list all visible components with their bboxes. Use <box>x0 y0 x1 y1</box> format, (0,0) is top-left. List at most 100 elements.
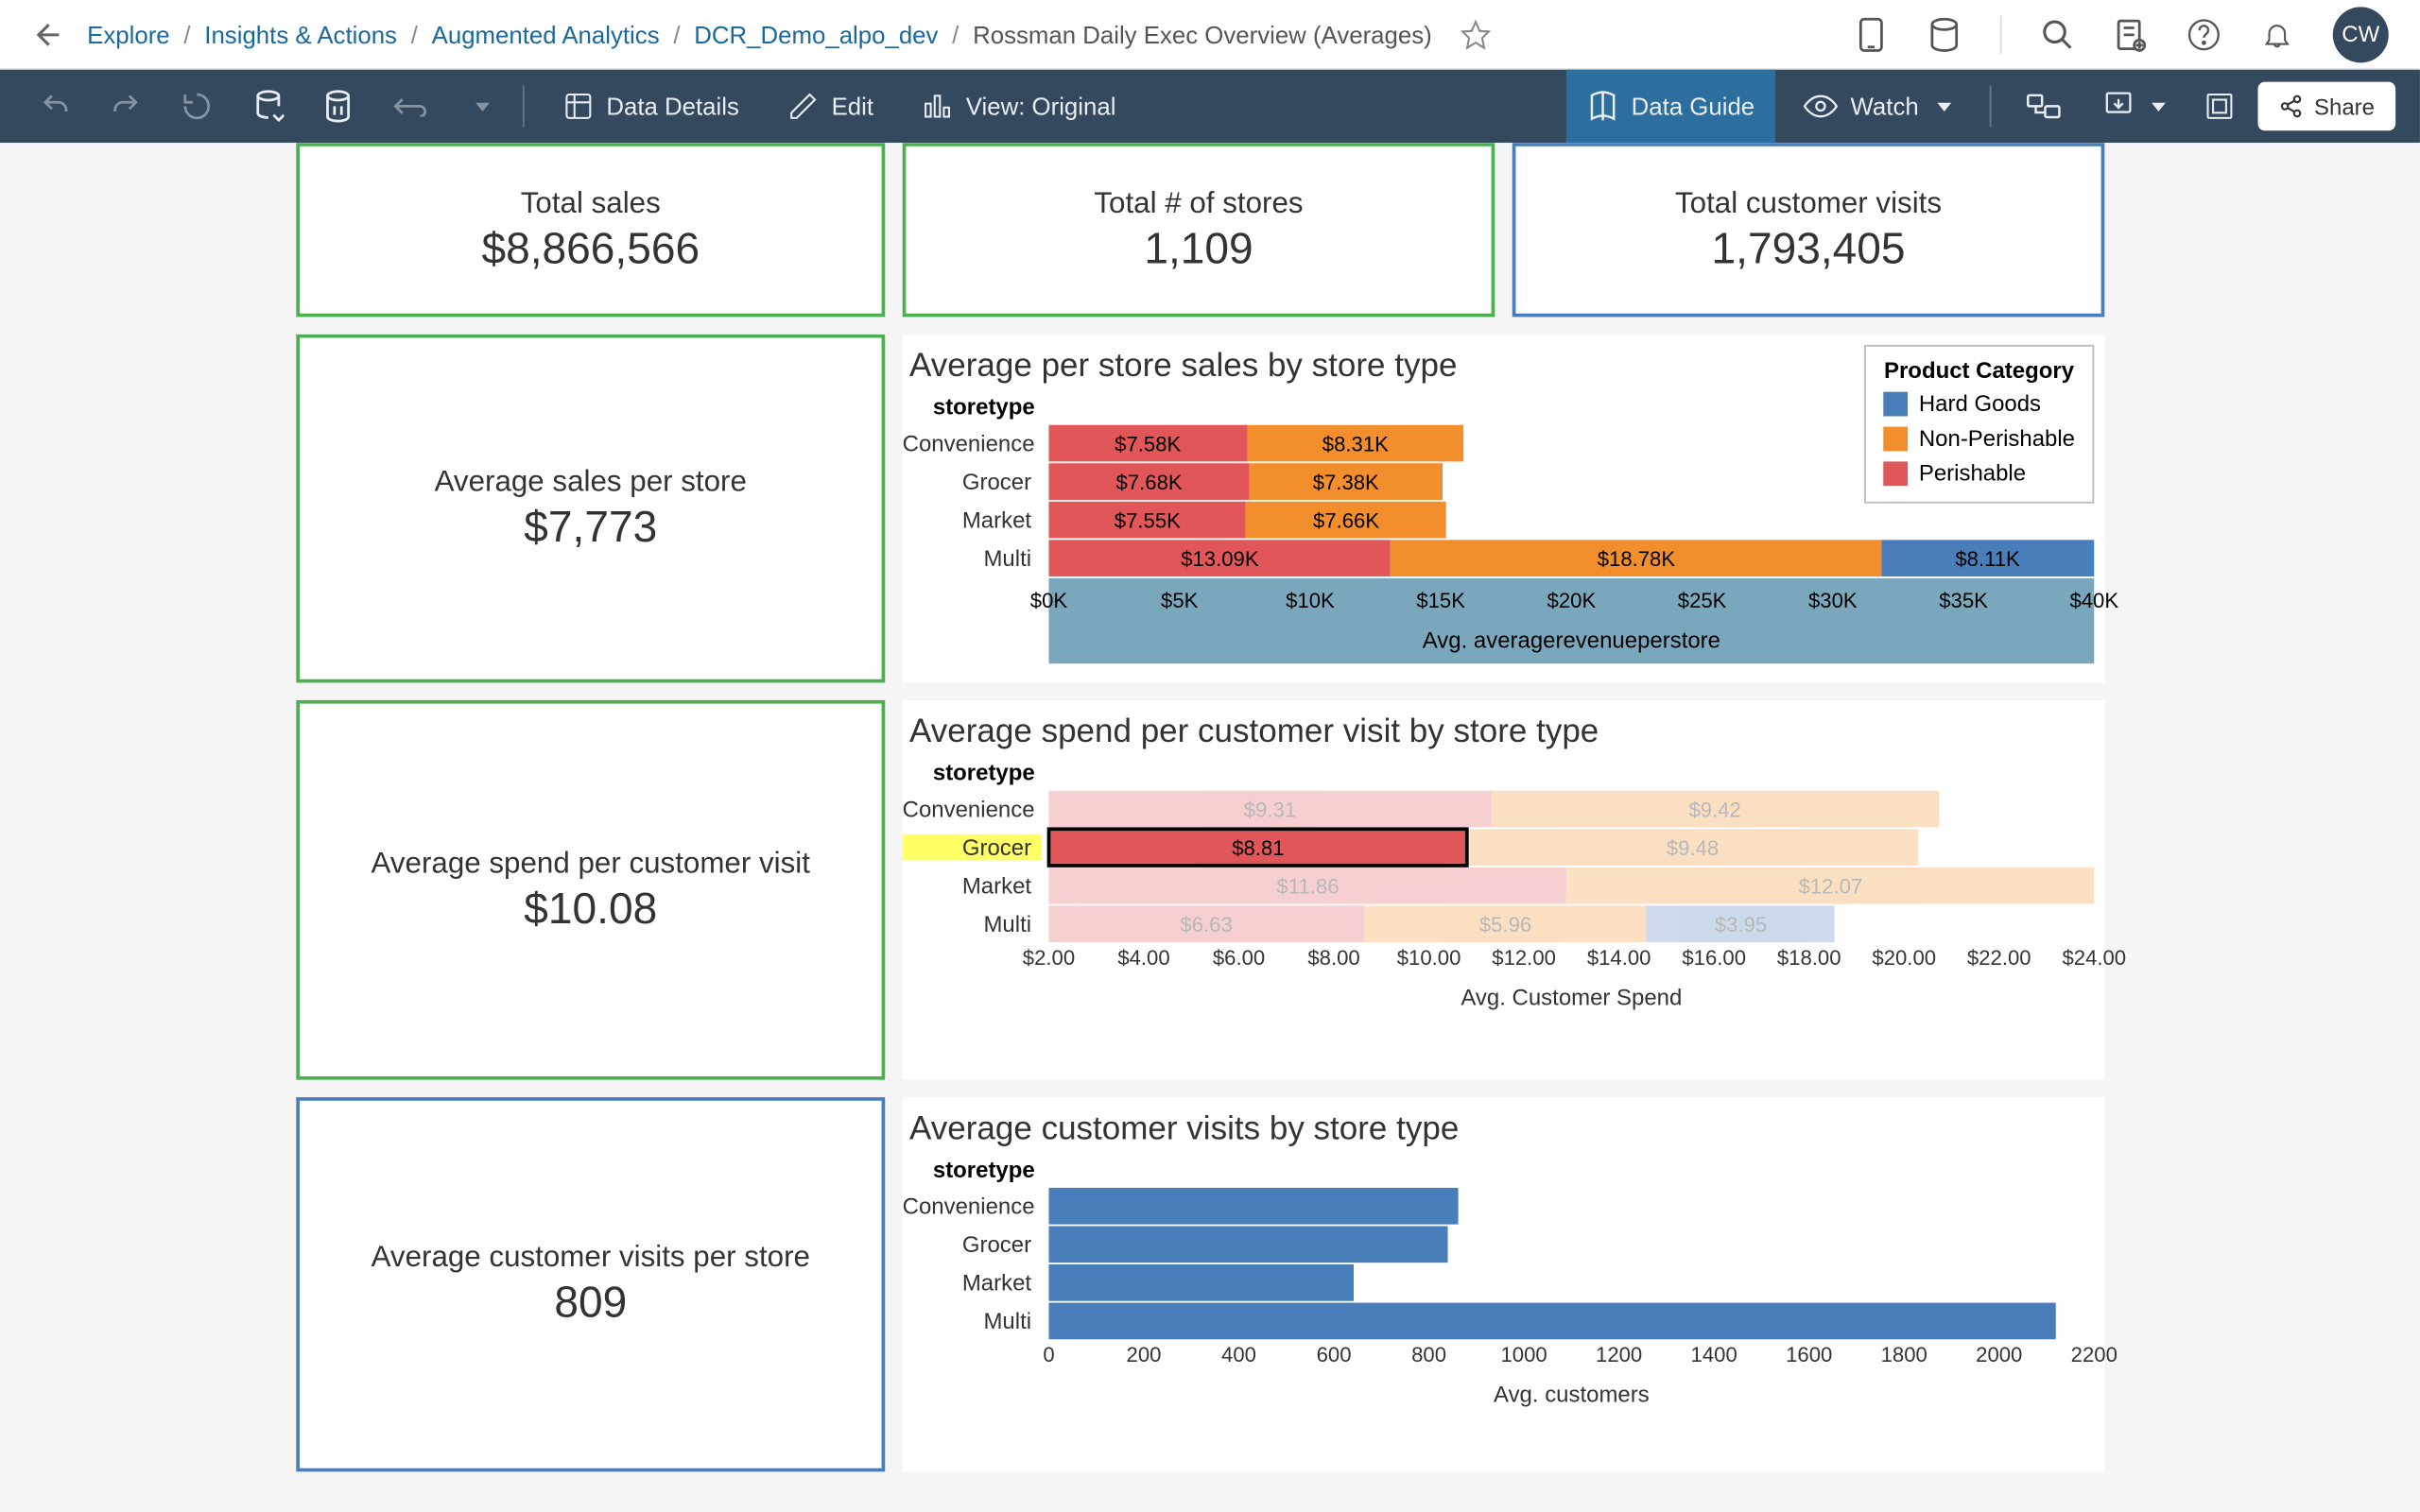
search-icon[interactable] <box>2040 17 2075 52</box>
bar-segment[interactable] <box>1048 1303 2056 1340</box>
share-button[interactable]: Share <box>2258 82 2395 131</box>
bar-segment[interactable]: $7.38K <box>1250 463 1443 500</box>
revert-button[interactable] <box>164 70 230 143</box>
bar-segment[interactable]: $7.58K <box>1048 425 1247 462</box>
download-button[interactable] <box>2086 70 2182 143</box>
side-kpi-card[interactable]: Average spend per customer visit $10.08 <box>296 700 885 1080</box>
kpi-value: $8,866,566 <box>481 224 700 274</box>
dashboard-body: Total sales $8,866,566Total # of stores … <box>0 143 2420 1512</box>
row-header: storetype <box>903 760 1042 786</box>
redo-button[interactable] <box>95 70 157 143</box>
bar-segment[interactable]: $9.31 <box>1048 791 1491 828</box>
bar-segment[interactable]: $8.81 <box>1048 829 1467 866</box>
help-icon[interactable] <box>2187 17 2221 52</box>
row-label: Grocer <box>903 469 1042 495</box>
metrics-button[interactable] <box>2010 70 2080 143</box>
bar-segment[interactable]: $6.63 <box>1048 905 1363 942</box>
axis-tick: 1200 <box>1596 1343 1642 1367</box>
row-label: Convenience <box>903 796 1042 822</box>
kpi-value: 809 <box>554 1279 627 1329</box>
refresh-data-button[interactable] <box>237 70 300 143</box>
bar-segment[interactable]: $7.66K <box>1246 502 1446 539</box>
axis-tick: $8.00 <box>1307 946 1359 971</box>
bar-row[interactable]: Multi$6.63$5.96$3.95 <box>1048 905 2094 942</box>
row-header: storetype <box>903 394 1042 421</box>
axis-tick: 1000 <box>1500 1343 1547 1367</box>
row-label: Grocer <box>903 834 1042 861</box>
replay-dropdown[interactable] <box>453 70 505 143</box>
share-label: Share <box>2314 94 2375 120</box>
kpi-card[interactable]: Total # of stores 1,109 <box>903 143 1495 317</box>
bar-segment[interactable]: $7.68K <box>1048 463 1249 500</box>
watch-button[interactable]: Watch <box>1783 70 1973 143</box>
axis-tick: 1800 <box>1881 1343 1927 1367</box>
back-button[interactable] <box>31 17 66 52</box>
bar-segment[interactable]: $18.78K <box>1391 540 1881 576</box>
bar-row[interactable]: Convenience <box>1048 1188 2094 1225</box>
axis-tick: $24.00 <box>2062 946 2126 971</box>
pause-data-button[interactable] <box>306 70 369 143</box>
axis-tick: $25K <box>1678 589 1727 613</box>
bar-row[interactable]: Grocer$7.68K$7.38K <box>1048 463 2094 500</box>
fullscreen-button[interactable] <box>2188 70 2251 143</box>
bar-segment[interactable]: $13.09K <box>1048 540 1391 576</box>
row-label: Market <box>903 1270 1042 1297</box>
axis-label: Avg. Customer Spend <box>1048 984 2094 1010</box>
data-details-button[interactable]: Data Details <box>542 70 760 143</box>
user-avatar[interactable]: CW <box>2333 6 2389 61</box>
bar-segment[interactable]: $3.95 <box>1647 905 1835 942</box>
bar-row[interactable]: Multi$13.09K$18.78K$8.11K <box>1048 540 2094 576</box>
row-label: Grocer <box>903 1231 1042 1258</box>
breadcrumb-explore[interactable]: Explore <box>87 20 169 47</box>
axis-tick: $16.00 <box>1682 946 1746 971</box>
side-kpi-card[interactable]: Average sales per store $7,773 <box>296 335 885 683</box>
axis-tick: $0K <box>1030 589 1067 613</box>
bar-segment[interactable]: $12.07 <box>1567 868 2095 904</box>
axis-tick: 1400 <box>1691 1343 1737 1367</box>
bar-segment[interactable]: $9.42 <box>1491 791 1938 828</box>
bar-row[interactable]: Market$7.55K$7.66K <box>1048 502 2094 539</box>
undo-button[interactable] <box>25 70 87 143</box>
breadcrumb-dcr-demo[interactable]: DCR_Demo_alpo_dev <box>694 20 938 47</box>
axis-tick: $10.00 <box>1397 946 1461 971</box>
data-guide-button[interactable]: Data Guide <box>1566 70 1775 143</box>
bar-segment[interactable]: $8.31K <box>1247 425 1464 462</box>
view-button[interactable]: View: Original <box>902 70 1137 143</box>
breadcrumb-augmented[interactable]: Augmented Analytics <box>432 20 660 47</box>
axis-tick: $2.00 <box>1023 946 1075 971</box>
replay-button[interactable] <box>376 70 446 143</box>
kpi-card[interactable]: Total customer visits 1,793,405 <box>1512 143 2105 317</box>
bar-row[interactable]: Market$11.86$12.07 <box>1048 868 2094 904</box>
chart-card: Average spend per customer visit by stor… <box>903 700 2105 1080</box>
bar-segment[interactable] <box>1048 1264 1353 1301</box>
kpi-label: Total customer visits <box>1675 185 1942 220</box>
breadcrumbs: Explore/ Insights & Actions/ Augmented A… <box>87 20 1432 47</box>
bar-row[interactable]: Convenience$7.58K$8.31K <box>1048 425 2094 462</box>
kpi-label: Total sales <box>521 185 661 220</box>
axis-tick: 0 <box>1043 1343 1054 1367</box>
bar-segment[interactable] <box>1048 1188 1457 1225</box>
bar-segment[interactable]: $9.48 <box>1467 829 1917 866</box>
chart-card: Average customer visits by store typesto… <box>903 1097 2105 1471</box>
bar-row[interactable]: Grocer <box>1048 1226 2094 1263</box>
bar-row[interactable]: Multi <box>1048 1303 2094 1340</box>
bar-row[interactable]: Market <box>1048 1264 2094 1301</box>
bar-segment[interactable]: $11.86 <box>1048 868 1566 904</box>
bar-segment[interactable] <box>1048 1226 1447 1263</box>
favorite-star-icon[interactable] <box>1460 18 1491 49</box>
database-icon[interactable] <box>1927 17 1962 52</box>
device-preview-icon[interactable] <box>1854 17 1889 52</box>
bar-segment[interactable]: $7.55K <box>1048 502 1246 539</box>
notifications-icon[interactable] <box>2259 17 2294 52</box>
edit-button[interactable]: Edit <box>767 70 894 143</box>
breadcrumb-insights[interactable]: Insights & Actions <box>204 20 397 47</box>
bar-segment[interactable]: $8.11K <box>1881 540 2093 576</box>
bar-row[interactable]: Convenience$9.31$9.42 <box>1048 791 2094 828</box>
chart-card: Average per store sales by store typePro… <box>903 335 2105 683</box>
kpi-card[interactable]: Total sales $8,866,566 <box>296 143 885 317</box>
axis-tick: $30K <box>1808 589 1858 613</box>
bar-row[interactable]: Grocer$8.81$9.48 <box>1048 829 2094 866</box>
new-item-icon[interactable] <box>2114 17 2149 52</box>
bar-segment[interactable]: $5.96 <box>1364 905 1648 942</box>
side-kpi-card[interactable]: Average customer visits per store 809 <box>296 1097 885 1471</box>
